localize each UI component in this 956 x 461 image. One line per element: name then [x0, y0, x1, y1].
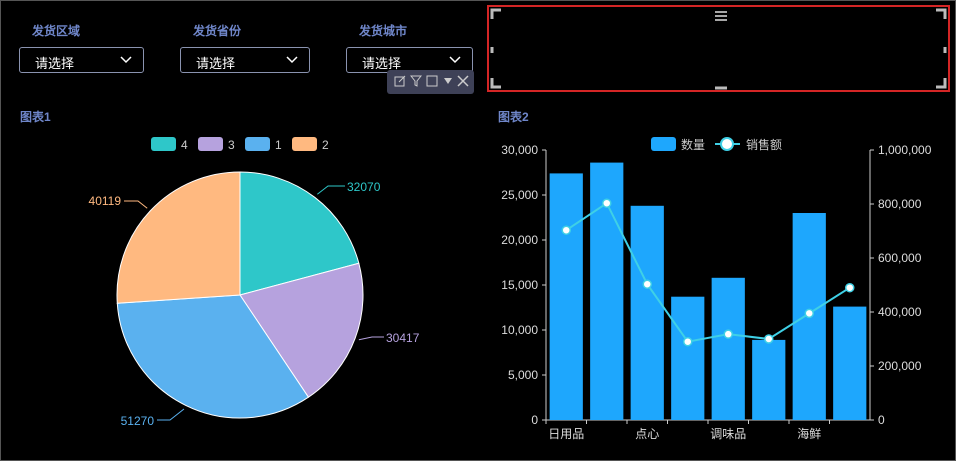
filter-label-city: 发货城市 — [359, 24, 408, 38]
pie-label-line-3 — [358, 336, 384, 341]
y-left-tick-label: 30,000 — [501, 143, 538, 157]
chevron-down-icon — [449, 56, 461, 64]
bar-line-chart: 数量 销售额 0 5,000 10,000 15,000 20,000 25,000 30,00… — [501, 137, 932, 441]
pie-slice-1 — [116, 294, 310, 419]
filter-label-region: 发货区域 — [32, 24, 81, 38]
resize-handle-bottom-right[interactable] — [936, 78, 947, 89]
chart1-title: 图表1 — [20, 110, 51, 124]
sales-line — [565, 201, 851, 343]
pie-label-4: 32070 — [347, 180, 381, 194]
pie-chart: 4 3 1 2 32070 30417 51270 40119 — [89, 137, 420, 428]
y-right-tick-label: 1,000,000 — [878, 143, 932, 157]
legend-label-销售额: 销售额 — [746, 137, 782, 152]
bar-3 — [671, 296, 705, 420]
bar-5 — [752, 339, 786, 420]
y-left-tick-label: 25,000 — [501, 188, 538, 202]
legend-swatch-数量 — [651, 137, 676, 151]
sales-point-6 — [804, 308, 814, 319]
pie-slice-3 — [239, 262, 364, 398]
filter-label-province: 发货省份 — [193, 24, 242, 38]
sales-point-2 — [642, 279, 652, 289]
bar-4 — [711, 277, 745, 420]
close-icon[interactable] — [457, 75, 469, 87]
city-select-value: 请选择 — [362, 56, 402, 71]
legend-label-4: 4 — [181, 138, 188, 152]
y-right-tick-label: 600,000 — [878, 251, 922, 265]
legend-marker-销售额 — [720, 137, 734, 151]
y-left-tick-label: 20,000 — [501, 233, 538, 247]
x-tick-label: 调味品 — [710, 427, 746, 441]
chevron-down-icon — [286, 56, 298, 64]
bar-0 — [549, 173, 583, 420]
sales-point-4 — [723, 329, 733, 339]
legend-label-数量: 数量 — [681, 137, 705, 152]
sales-point-0 — [561, 225, 571, 235]
pie-label-1: 51270 — [121, 414, 155, 428]
y-left-tick-label: 0 — [531, 413, 538, 427]
legend-swatch-4 — [151, 137, 176, 151]
bar-2 — [630, 205, 664, 420]
resize-handles — [490, 8, 947, 90]
chart2-title: 图表2 — [498, 110, 529, 124]
pie-label-3: 30417 — [386, 331, 420, 345]
filter-icon[interactable] — [410, 75, 422, 87]
sales-point-3 — [683, 336, 693, 347]
pie-label-line-2 — [124, 200, 148, 209]
drag-handle-icon[interactable] — [715, 11, 727, 21]
dropdown-icon[interactable] — [442, 75, 454, 87]
resize-handle-bottom-left[interactable] — [490, 78, 501, 89]
y-right-tick-label: 800,000 — [878, 197, 922, 211]
resize-handle-top-left[interactable] — [490, 8, 501, 19]
y-left-tick-label: 15,000 — [501, 278, 538, 292]
widget-toolbar — [387, 70, 474, 94]
pie-slice-4 — [239, 171, 360, 296]
sales-point-5 — [764, 334, 774, 344]
y-right-tick-label: 400,000 — [878, 305, 922, 319]
maximize-icon[interactable] — [426, 75, 438, 87]
region-select-value: 请选择 — [35, 56, 75, 71]
y-left-tick-label: 10,000 — [501, 323, 538, 337]
legend-label-2: 2 — [322, 138, 329, 152]
legend-swatch-3 — [198, 137, 223, 151]
x-tick-label: 点心 — [635, 427, 659, 441]
province-select-value: 请选择 — [196, 56, 236, 71]
resize-handle-top-right[interactable] — [936, 8, 947, 19]
legend-swatch-1 — [245, 137, 270, 151]
sales-point-1 — [602, 198, 612, 208]
pie-slice-2 — [116, 171, 241, 304]
pie-label-line-1 — [157, 408, 185, 421]
x-tick-label: 海鲜 — [797, 426, 821, 441]
legend-label-3: 3 — [228, 138, 235, 152]
province-select[interactable]: 请选择 — [180, 47, 310, 73]
edit-icon[interactable] — [394, 75, 406, 87]
pie-label-2: 40119 — [89, 194, 122, 208]
y-right-tick-label: 0 — [878, 413, 885, 427]
sales-point-7 — [845, 282, 855, 293]
legend-swatch-2 — [292, 137, 317, 151]
pie-label-line-4 — [317, 185, 345, 195]
chevron-down-icon — [120, 56, 132, 64]
x-tick-label: 日用品 — [548, 427, 584, 441]
selected-widget-frame[interactable] — [487, 5, 950, 92]
y-right-tick-label: 200,000 — [878, 359, 922, 373]
region-select[interactable]: 请选择 — [19, 47, 144, 73]
bar-7 — [833, 306, 867, 420]
y-left-tick-label: 5,000 — [508, 368, 538, 382]
legend-label-1: 1 — [275, 138, 282, 152]
